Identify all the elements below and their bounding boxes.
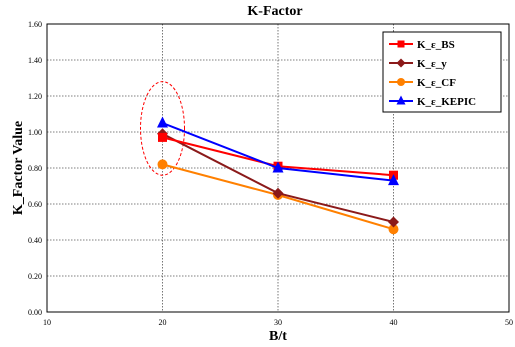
legend-label: K_ε_KEPIC	[417, 96, 476, 108]
data-point	[157, 116, 168, 128]
y-tick-label: 0.80	[28, 164, 42, 173]
legend-marker	[396, 58, 406, 68]
y-axis-ticks: 0.00 0.20 0.40 0.60 0.80 1.00 1.20 1.40 1.60	[28, 20, 42, 317]
legend-item: K_ε_BS	[389, 39, 455, 51]
x-tick-label: 30	[274, 318, 282, 327]
legend-item: K_ε_KEPIC	[389, 95, 476, 108]
x-tick-label: 20	[159, 318, 167, 327]
data-point	[388, 216, 399, 228]
legend-label: K_ε_y	[417, 58, 447, 70]
highlight-ellipse	[140, 81, 185, 176]
x-tick-label: 40	[390, 318, 398, 327]
data-point	[158, 132, 167, 142]
x-tick-label: 50	[505, 318, 513, 327]
legend-item: K_ε_y	[389, 58, 447, 70]
legend-item: K_ε_CF	[389, 77, 456, 89]
x-tick-label: 10	[43, 318, 51, 327]
y-tick-label: 1.40	[28, 56, 42, 65]
y-tick-label: 0.40	[28, 236, 42, 245]
legend-label: K_ε_BS	[417, 39, 455, 51]
data-point	[272, 161, 284, 173]
chart-title: K-Factor	[247, 4, 302, 19]
legend-marker	[397, 40, 405, 48]
data-point	[272, 187, 284, 199]
x-axis-title: B/t	[269, 329, 287, 344]
series-3	[157, 116, 399, 186]
y-tick-label: 0.60	[28, 200, 42, 209]
y-tick-label: 0.00	[28, 308, 42, 317]
plot-area	[46, 23, 510, 313]
annotation-ellipse	[140, 81, 185, 176]
legend-marker	[396, 95, 406, 105]
y-tick-label: 1.60	[28, 20, 42, 29]
data-point	[388, 224, 399, 235]
x-axis-ticks: 10 20 30 40 50	[43, 318, 513, 327]
y-tick-label: 1.20	[28, 92, 42, 101]
legend-label: K_ε_CF	[417, 77, 456, 89]
data-point	[388, 174, 399, 186]
legend-marker	[397, 78, 405, 86]
y-axis-title: K_Factor Value	[11, 121, 26, 215]
data-point	[157, 159, 168, 170]
series-layer	[157, 116, 399, 235]
y-tick-label: 0.20	[28, 272, 42, 281]
legend: K_ε_BS K_ε_y K_ε_CF K_ε_KEPIC	[382, 31, 502, 113]
y-tick-label: 1.00	[28, 128, 42, 137]
